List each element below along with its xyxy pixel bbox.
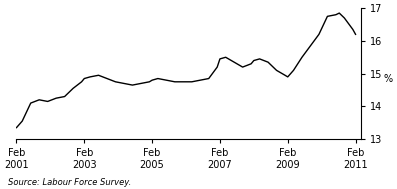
Text: Source: Labour Force Survey.: Source: Labour Force Survey.	[8, 178, 131, 187]
Y-axis label: %: %	[384, 74, 393, 84]
